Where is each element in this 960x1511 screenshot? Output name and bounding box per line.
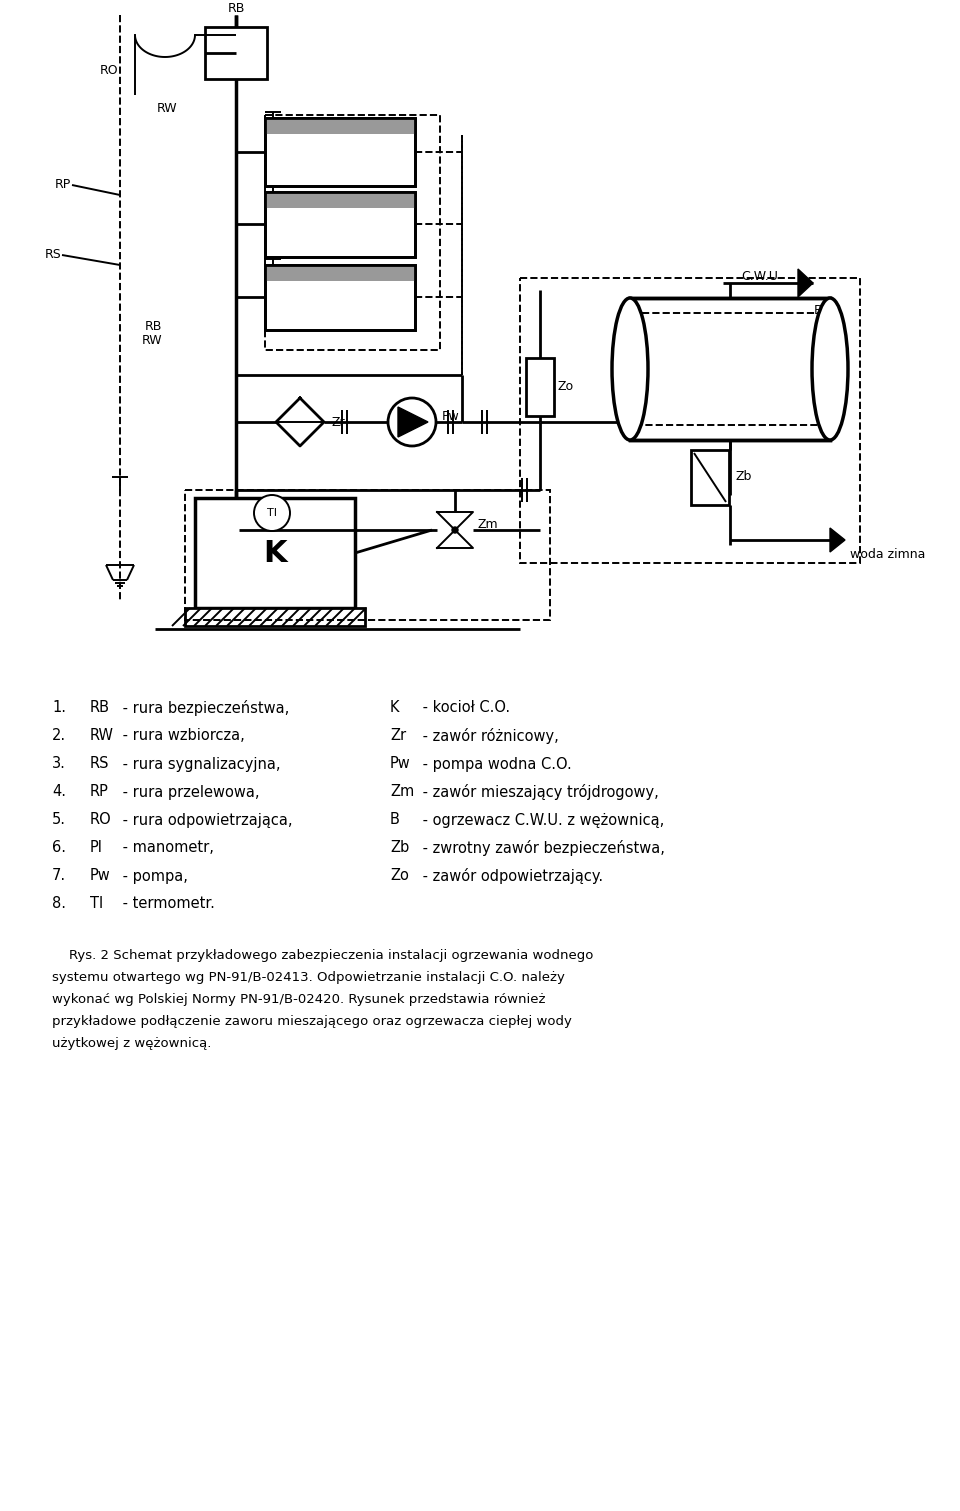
Text: Pw: Pw (90, 869, 110, 884)
Text: RB: RB (228, 2, 245, 15)
Text: RO: RO (100, 63, 119, 77)
Bar (630, 298, 830, 440)
Bar (265, 264, 415, 281)
Text: B: B (813, 304, 822, 316)
Text: RO: RO (90, 813, 111, 828)
Polygon shape (437, 530, 473, 548)
Text: - zawór różnicowy,: - zawór różnicowy, (418, 728, 559, 743)
Text: - kocioł C.O.: - kocioł C.O. (418, 701, 510, 716)
Text: TI: TI (90, 896, 104, 911)
Text: Pw: Pw (442, 411, 460, 423)
Text: 3.: 3. (52, 757, 66, 772)
Text: przykładowe podłączenie zaworu mieszającego oraz ogrzewacza ciepłej wody: przykładowe podłączenie zaworu mieszając… (52, 1014, 572, 1027)
Ellipse shape (812, 298, 848, 440)
Bar (526, 358, 554, 416)
Circle shape (254, 496, 290, 530)
Bar (642, 313, 818, 425)
Bar (520, 278, 860, 564)
Bar (265, 115, 440, 351)
Text: Zo: Zo (558, 381, 574, 393)
Text: - zawór mieszający trójdrogowy,: - zawór mieszający trójdrogowy, (418, 784, 659, 799)
Ellipse shape (612, 298, 648, 440)
Text: użytkowej z wężownicą.: użytkowej z wężownicą. (52, 1037, 211, 1050)
Text: Zr: Zr (332, 416, 346, 429)
Bar (265, 264, 415, 329)
Text: RW: RW (156, 101, 177, 115)
Text: - rura przelewowa,: - rura przelewowa, (118, 784, 259, 799)
Bar (265, 192, 415, 209)
Text: Zm: Zm (477, 518, 497, 532)
Bar (630, 298, 830, 440)
Text: RP: RP (55, 178, 71, 192)
Text: RB: RB (90, 701, 110, 716)
Text: RB: RB (145, 320, 162, 334)
Bar (185, 607, 365, 626)
Bar (185, 490, 550, 620)
Text: K: K (390, 701, 399, 716)
Polygon shape (276, 397, 324, 446)
Bar (265, 192, 415, 257)
Bar (205, 27, 267, 79)
Bar (265, 118, 415, 134)
Text: - zwrotny zawór bezpieczeństwa,: - zwrotny zawór bezpieczeństwa, (418, 840, 665, 857)
Text: Zr: Zr (390, 728, 406, 743)
Text: 8.: 8. (52, 896, 66, 911)
Text: Zm: Zm (390, 784, 415, 799)
Text: 1.: 1. (52, 701, 66, 716)
Text: systemu otwartego wg PN-91/B-02413. Odpowietrzanie instalacji C.O. należy: systemu otwartego wg PN-91/B-02413. Odpo… (52, 970, 564, 984)
Circle shape (452, 527, 458, 533)
Text: 2.: 2. (52, 728, 66, 743)
Text: - manometr,: - manometr, (118, 840, 214, 855)
Text: Zb: Zb (735, 470, 752, 484)
Text: 4.: 4. (52, 784, 66, 799)
Text: RP: RP (90, 784, 108, 799)
Bar (265, 118, 415, 186)
Text: - ogrzewacz C.W.U. z wężownicą,: - ogrzewacz C.W.U. z wężownicą, (418, 813, 664, 828)
Text: B: B (390, 813, 400, 828)
Text: TI: TI (267, 508, 277, 518)
Bar (691, 450, 729, 505)
Text: RS: RS (90, 757, 109, 772)
Text: woda zimna: woda zimna (850, 548, 925, 562)
Polygon shape (398, 406, 428, 437)
Text: - pompa wodna C.O.: - pompa wodna C.O. (418, 757, 572, 772)
Text: - rura wzbiorcza,: - rura wzbiorcza, (118, 728, 245, 743)
Text: - zawór odpowietrzający.: - zawór odpowietrzający. (418, 867, 603, 884)
Circle shape (388, 397, 436, 446)
Text: RW: RW (90, 728, 114, 743)
Bar (265, 192, 415, 257)
Text: - rura sygnalizacyjna,: - rura sygnalizacyjna, (118, 757, 280, 772)
Bar (265, 118, 415, 186)
Text: RW: RW (141, 334, 162, 346)
Polygon shape (437, 512, 473, 530)
Polygon shape (830, 527, 845, 552)
Text: C.W.U: C.W.U (741, 269, 779, 283)
Polygon shape (798, 269, 813, 298)
Bar (265, 264, 415, 329)
Text: - rura odpowietrzająca,: - rura odpowietrzająca, (118, 813, 293, 828)
Text: Pw: Pw (390, 757, 411, 772)
Text: 6.: 6. (52, 840, 66, 855)
Text: 5.: 5. (52, 813, 66, 828)
Text: wykonać wg Polskiej Normy PN-91/B-02420. Rysunek przedstawia również: wykonać wg Polskiej Normy PN-91/B-02420.… (52, 993, 545, 1005)
Bar (195, 499, 355, 607)
Text: - pompa,: - pompa, (118, 869, 188, 884)
Text: 7.: 7. (52, 869, 66, 884)
Text: PI: PI (90, 840, 103, 855)
Text: Rys. 2 Schemat przykładowego zabezpieczenia instalacji ogrzewania wodnego: Rys. 2 Schemat przykładowego zabezpiecze… (52, 949, 593, 961)
Text: Zb: Zb (390, 840, 409, 855)
Text: K: K (263, 538, 287, 568)
Text: - rura bezpieczeństwa,: - rura bezpieczeństwa, (118, 700, 289, 716)
Text: Zo: Zo (390, 869, 409, 884)
Text: RS: RS (45, 248, 61, 261)
Text: - termometr.: - termometr. (118, 896, 215, 911)
